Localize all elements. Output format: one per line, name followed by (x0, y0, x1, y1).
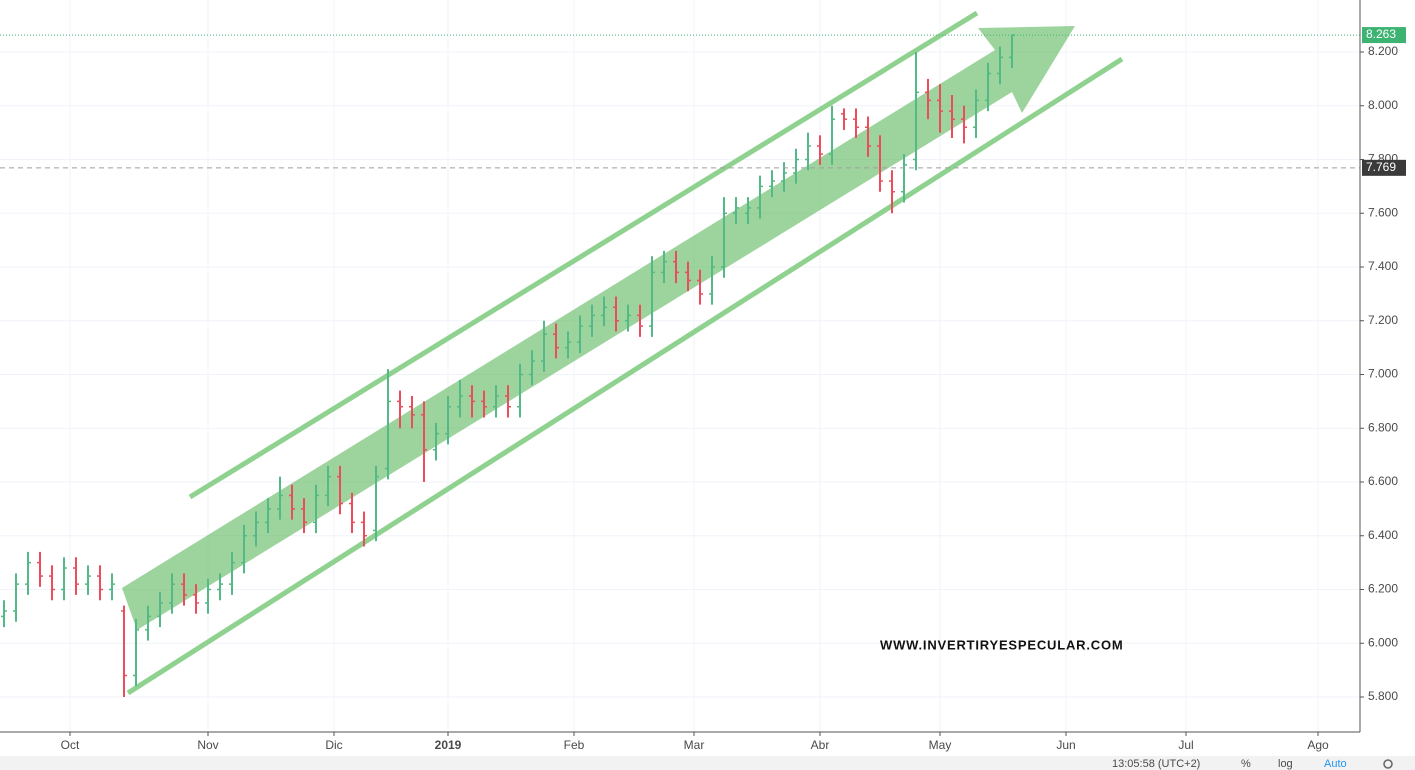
channel-upper (188, 10, 979, 500)
y-tick-label: 8.000 (1368, 98, 1398, 112)
x-tick-label: Ago (1307, 738, 1329, 752)
y-tick-label: 7.400 (1368, 259, 1398, 273)
percent-button[interactable]: % (1241, 758, 1251, 770)
status-bar (0, 756, 1415, 770)
axes: 5.800 6.000 6.200 6.400 6.600 6.800 7.000 7.200… (61, 27, 1406, 752)
y-tick-label: 6.200 (1368, 582, 1398, 596)
y-tick-label: 7.600 (1368, 205, 1398, 219)
x-tick-label: Abr (811, 738, 830, 752)
price-label: 7.769 (1366, 160, 1396, 174)
y-tick-label: 6.000 (1368, 635, 1398, 649)
x-tick-label: Nov (197, 738, 218, 752)
log-button[interactable]: log (1278, 758, 1293, 770)
trend-arrow (122, 26, 1075, 630)
x-tick-label: 2019 (435, 738, 462, 752)
y-tick-label: 6.600 (1368, 474, 1398, 488)
y-tick-label: 8.200 (1368, 44, 1398, 58)
price-label-box (1362, 159, 1406, 176)
watermark: WWW.INVERTIRYESPECULAR.COM (880, 637, 1123, 652)
x-tick-label: Jun (1056, 738, 1075, 752)
y-tick-label: 7.200 (1368, 313, 1398, 327)
auto-button[interactable]: Auto (1324, 758, 1347, 770)
x-tick-label: Dic (325, 738, 342, 752)
y-tick-label: 6.800 (1368, 420, 1398, 434)
settings-button[interactable] (1383, 759, 1393, 769)
status-time: 13:05:58 (UTC+2) (1112, 758, 1200, 770)
y-axis-panel (1360, 0, 1415, 756)
x-tick-label: Feb (564, 738, 585, 752)
x-tick-label: Oct (61, 738, 80, 752)
x-tick-label: May (929, 738, 952, 752)
y-tick-label: 5.800 (1368, 689, 1398, 703)
x-tick-label: Jul (1178, 738, 1193, 752)
y-tick-label: 7.000 (1368, 367, 1398, 381)
price-label: 8.263 (1366, 27, 1396, 41)
channel-lower (126, 56, 1124, 696)
bars (0, 34, 1360, 698)
x-tick-label: Mar (684, 738, 705, 752)
price-label-box (1362, 27, 1406, 44)
grid (0, 0, 1360, 732)
y-tick-label: 6.400 (1368, 528, 1398, 542)
